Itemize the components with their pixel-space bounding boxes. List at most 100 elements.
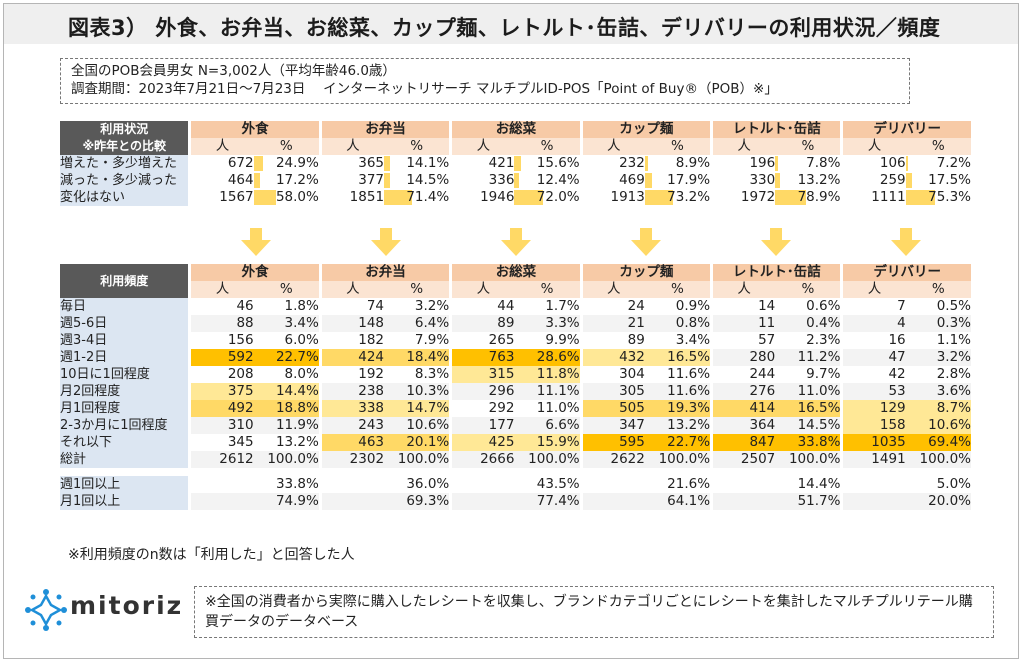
column-gap [188, 366, 192, 383]
separator-cell [318, 468, 322, 476]
column-gap [318, 281, 322, 298]
percent-value: 24.9% [275, 155, 319, 171]
column-gap [188, 281, 192, 298]
down-arrow-icon [761, 228, 791, 256]
percent-cell: 14.7% [384, 400, 450, 417]
category-header: お総菜 [452, 121, 580, 138]
count-cell: 292 [452, 400, 515, 417]
percent-cell: 11.8% [514, 366, 580, 383]
subheader-percent: % [775, 138, 841, 155]
column-gap [840, 281, 844, 298]
column-gap [318, 155, 322, 172]
count-cell [843, 493, 906, 510]
row-label: 月1回以上 [60, 493, 189, 510]
logo-mark-icon [25, 589, 67, 631]
percent-value: 14.1% [406, 155, 450, 171]
percent-value: 17.9% [667, 172, 711, 188]
row-label: 週3-4日 [60, 332, 189, 349]
column-gap [710, 332, 714, 349]
column-gap [579, 281, 583, 298]
percent-cell: 36.0% [384, 476, 450, 493]
separator-cell [449, 468, 453, 476]
row-label: 減った・多少減った [60, 172, 189, 189]
count-cell: 505 [582, 400, 645, 417]
column-gap [710, 264, 714, 281]
row-label: 変化はない [60, 189, 189, 206]
row-label: 10日に1回程度 [60, 366, 189, 383]
column-gap [188, 417, 192, 434]
column-gap [840, 155, 844, 172]
column-gap [579, 264, 583, 281]
down-arrow-icon [891, 228, 921, 256]
count-cell: 244 [713, 366, 776, 383]
column-gap [840, 417, 844, 434]
percent-cell: 2.8% [905, 366, 971, 383]
percent-value: 17.5% [928, 172, 971, 188]
row-label: 月1回程度 [60, 400, 189, 417]
percent-cell: 5.0% [905, 476, 971, 493]
count-cell: 89 [452, 315, 515, 332]
count-cell: 129 [843, 400, 906, 417]
column-gap [318, 383, 322, 400]
percent-cell: 14.4% [253, 383, 319, 400]
percent-value: 75.3% [928, 189, 971, 205]
percent-cell: 100.0% [253, 451, 319, 468]
count-cell: 2666 [452, 451, 515, 468]
count-cell: 44 [452, 298, 515, 315]
count-cell: 492 [191, 400, 254, 417]
percent-cell: 2.3% [775, 332, 841, 349]
column-gap [710, 298, 714, 315]
summary-row: 週1回以上 33.8% 36.0% 43.5% 21.6% 14.4% 5.0% [60, 476, 971, 493]
column-gap [710, 493, 714, 510]
column-gap [840, 366, 844, 383]
count-cell [321, 493, 385, 510]
column-gap [449, 264, 453, 281]
percent-cell: 20.1% [384, 434, 450, 451]
percent-cell: 75.3% [905, 189, 971, 206]
count-cell: 414 [713, 400, 776, 417]
percent-cell: 16.5% [644, 349, 711, 366]
percent-bar [514, 173, 520, 188]
count-cell: 208 [191, 366, 254, 383]
column-gap [318, 264, 322, 281]
percent-cell: 8.3% [384, 366, 450, 383]
percent-cell: 7.8% [775, 155, 841, 172]
column-gap [318, 349, 322, 366]
count-cell: 310 [191, 417, 254, 434]
count-cell: 2302 [321, 451, 385, 468]
percent-bar [775, 173, 781, 188]
category-header: お弁当 [321, 264, 450, 281]
column-gap [188, 332, 192, 349]
column-gap [318, 451, 322, 468]
table-row: 月1回程度 492 18.8% 338 14.7% 292 11.0% 505 19.3% 414… [60, 400, 971, 417]
column-gap [579, 383, 583, 400]
percent-cell: 21.6% [644, 476, 711, 493]
count-cell: 469 [582, 172, 645, 189]
count-cell: 196 [713, 155, 776, 172]
separator-cell [253, 468, 319, 476]
subheader-count: 人 [452, 281, 515, 298]
column-gap [449, 332, 453, 349]
row-label: 週1回以上 [60, 476, 189, 493]
percent-value: 13.2% [797, 172, 841, 188]
count-cell: 158 [843, 417, 906, 434]
column-gap [710, 138, 714, 155]
percent-cell: 22.7% [253, 349, 319, 366]
percent-cell: 1.7% [514, 298, 580, 315]
logo-text: mitoriz [70, 591, 184, 620]
percent-value: 14.5% [406, 172, 450, 188]
percent-cell: 17.5% [905, 172, 971, 189]
column-gap [318, 298, 322, 315]
subheader-percent: % [253, 138, 319, 155]
count-cell: 53 [843, 383, 906, 400]
count-cell: 432 [582, 349, 645, 366]
percent-cell: 18.4% [384, 349, 450, 366]
percent-bar [644, 156, 649, 171]
table-row: 週1-2日 592 22.7% 424 18.4% 763 28.6% 432 16.5% 280… [60, 349, 971, 366]
column-gap [840, 189, 844, 206]
column-gap [449, 434, 453, 451]
percent-cell: 14.5% [775, 417, 841, 434]
count-cell: 336 [452, 172, 515, 189]
count-cell: 763 [452, 349, 515, 366]
column-gap [710, 281, 714, 298]
